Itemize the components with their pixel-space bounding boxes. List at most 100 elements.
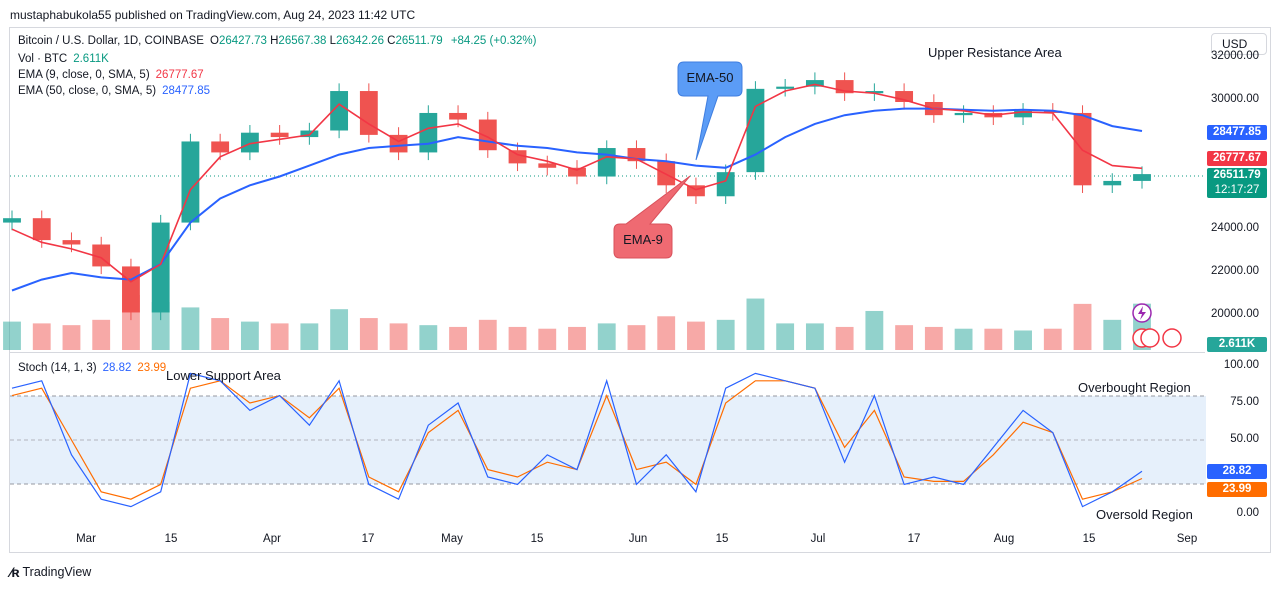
- candle-body: [895, 91, 914, 102]
- price-tick: 24000.00: [1211, 222, 1259, 234]
- volume-bar: [746, 298, 765, 350]
- candle-body: [449, 112, 467, 120]
- x-tick: Mar: [76, 533, 96, 545]
- x-tick: 15: [164, 533, 178, 545]
- candle-body: [240, 132, 259, 153]
- price-tick: 22000.00: [1211, 265, 1259, 277]
- ema50-callout: [677, 61, 743, 161]
- candle-body: [330, 91, 349, 131]
- volume-bar: [657, 316, 676, 350]
- volume-bar: [389, 323, 408, 350]
- volume-bar: [776, 323, 795, 350]
- event-icons[interactable]: [1132, 303, 1182, 348]
- ema9-badge: 26777.67: [1207, 151, 1267, 166]
- chart-frame: [9, 27, 1271, 553]
- volume-bar: [359, 318, 378, 350]
- candle-body: [716, 172, 735, 197]
- candle-body: [1133, 174, 1151, 181]
- legend-symbol: Bitcoin / U.S. Dollar, 1D, COINBASE: [18, 35, 204, 47]
- x-tick: Sep: [1176, 533, 1198, 545]
- volume-bar: [62, 325, 81, 350]
- legend-ema9: EMA (9, close, 0, SMA, 5) 26777.67: [18, 69, 204, 81]
- candle-body: [151, 222, 170, 313]
- price-tick: 30000.00: [1211, 93, 1259, 105]
- candle-body: [122, 266, 140, 313]
- candle-body: [1103, 180, 1122, 186]
- ema9-callout-label: EMA-9: [623, 232, 663, 247]
- candle-body: [270, 132, 289, 138]
- stoch-k-line: [11, 372, 1143, 508]
- candle-body: [32, 218, 51, 241]
- volume-bar: [151, 302, 170, 350]
- price-tick: 32000.00: [1211, 50, 1259, 62]
- volume-bar: [924, 326, 943, 350]
- stoch-k-badge: 28.82: [1207, 464, 1267, 479]
- x-tick: 17: [907, 533, 921, 545]
- volume-bar: [895, 325, 914, 350]
- candle-body: [597, 148, 616, 177]
- legend-change: +84.25 (+0.32%): [450, 35, 537, 47]
- legend-ema50: EMA (50, close, 0, SMA, 5) 28477.85: [18, 85, 211, 97]
- x-tick: Apr: [263, 533, 281, 545]
- us-flag-icon-2: [1140, 328, 1160, 348]
- candle-body: [687, 185, 705, 197]
- oversold-label: Oversold Region: [1096, 507, 1193, 522]
- volume-bar: [1014, 330, 1032, 350]
- x-tick: Aug: [993, 533, 1015, 545]
- us-flag-icon-3: [1162, 328, 1182, 348]
- stoch-tick: 100.00: [1223, 359, 1259, 371]
- volume-bar: [300, 323, 319, 350]
- volume-bar: [419, 325, 438, 350]
- candle-body: [508, 150, 527, 164]
- candle-body: [62, 240, 81, 245]
- x-tick: May: [441, 533, 463, 545]
- volume-badge: 2.611K: [1207, 337, 1267, 352]
- candle-body: [954, 112, 973, 116]
- volume-bar: [330, 309, 349, 350]
- candle-body: [538, 163, 557, 168]
- tradingview-brand[interactable]: ⁄ʀ TradingView: [10, 564, 92, 580]
- legend-stoch: Stoch (14, 1, 3) 28.82 23.99: [18, 362, 167, 374]
- candle-body: [419, 112, 438, 153]
- volume-bar: [716, 319, 735, 350]
- x-tick: 15: [1082, 533, 1096, 545]
- legend-main: Bitcoin / U.S. Dollar, 1D, COINBASE O2642…: [18, 35, 537, 47]
- volume-bar: [835, 326, 854, 350]
- volume-bar: [92, 319, 111, 350]
- stoch-tick: 75.00: [1230, 396, 1259, 408]
- x-tick: Jul: [810, 533, 826, 545]
- stoch-tick: 0.00: [1236, 507, 1259, 519]
- volume-bar: [597, 323, 616, 350]
- x-tick: 15: [530, 533, 544, 545]
- volume-bar: [805, 323, 824, 350]
- pane-separator[interactable]: [10, 352, 1205, 353]
- overbought-label: Overbought Region: [1078, 380, 1191, 395]
- volume-bar: [865, 310, 884, 350]
- x-tick: Jun: [628, 533, 648, 545]
- volume-bar: [478, 319, 497, 350]
- volume-bars: [3, 295, 1151, 350]
- volume-bar: [211, 318, 230, 350]
- volume-bar: [984, 328, 1003, 350]
- volume-bar: [508, 326, 527, 350]
- ema50-badge: 28477.85: [1207, 125, 1267, 140]
- ema9-callout: [613, 175, 691, 259]
- candle-body: [805, 80, 824, 87]
- candle-body: [1014, 110, 1032, 118]
- tradingview-logo-icon: ⁄ʀ: [10, 564, 19, 580]
- candle-body: [776, 86, 795, 89]
- volume-bar: [1103, 319, 1122, 350]
- ema50-callout-label: EMA-50: [686, 70, 734, 85]
- volume-bar: [954, 328, 973, 350]
- lower-support-label: Lower Support Area: [166, 368, 281, 383]
- candle-body: [359, 91, 378, 135]
- countdown-badge: 12:17:27: [1207, 183, 1267, 198]
- volume-bar: [1073, 303, 1092, 350]
- volume-bar: [1043, 328, 1062, 350]
- x-tick: 15: [715, 533, 729, 545]
- publisher-line: mustaphabukola55 published on TradingVie…: [10, 8, 416, 22]
- currency-button[interactable]: USD: [1211, 33, 1267, 55]
- price-tick: 20000.00: [1211, 308, 1259, 320]
- volume-bar: [568, 326, 586, 350]
